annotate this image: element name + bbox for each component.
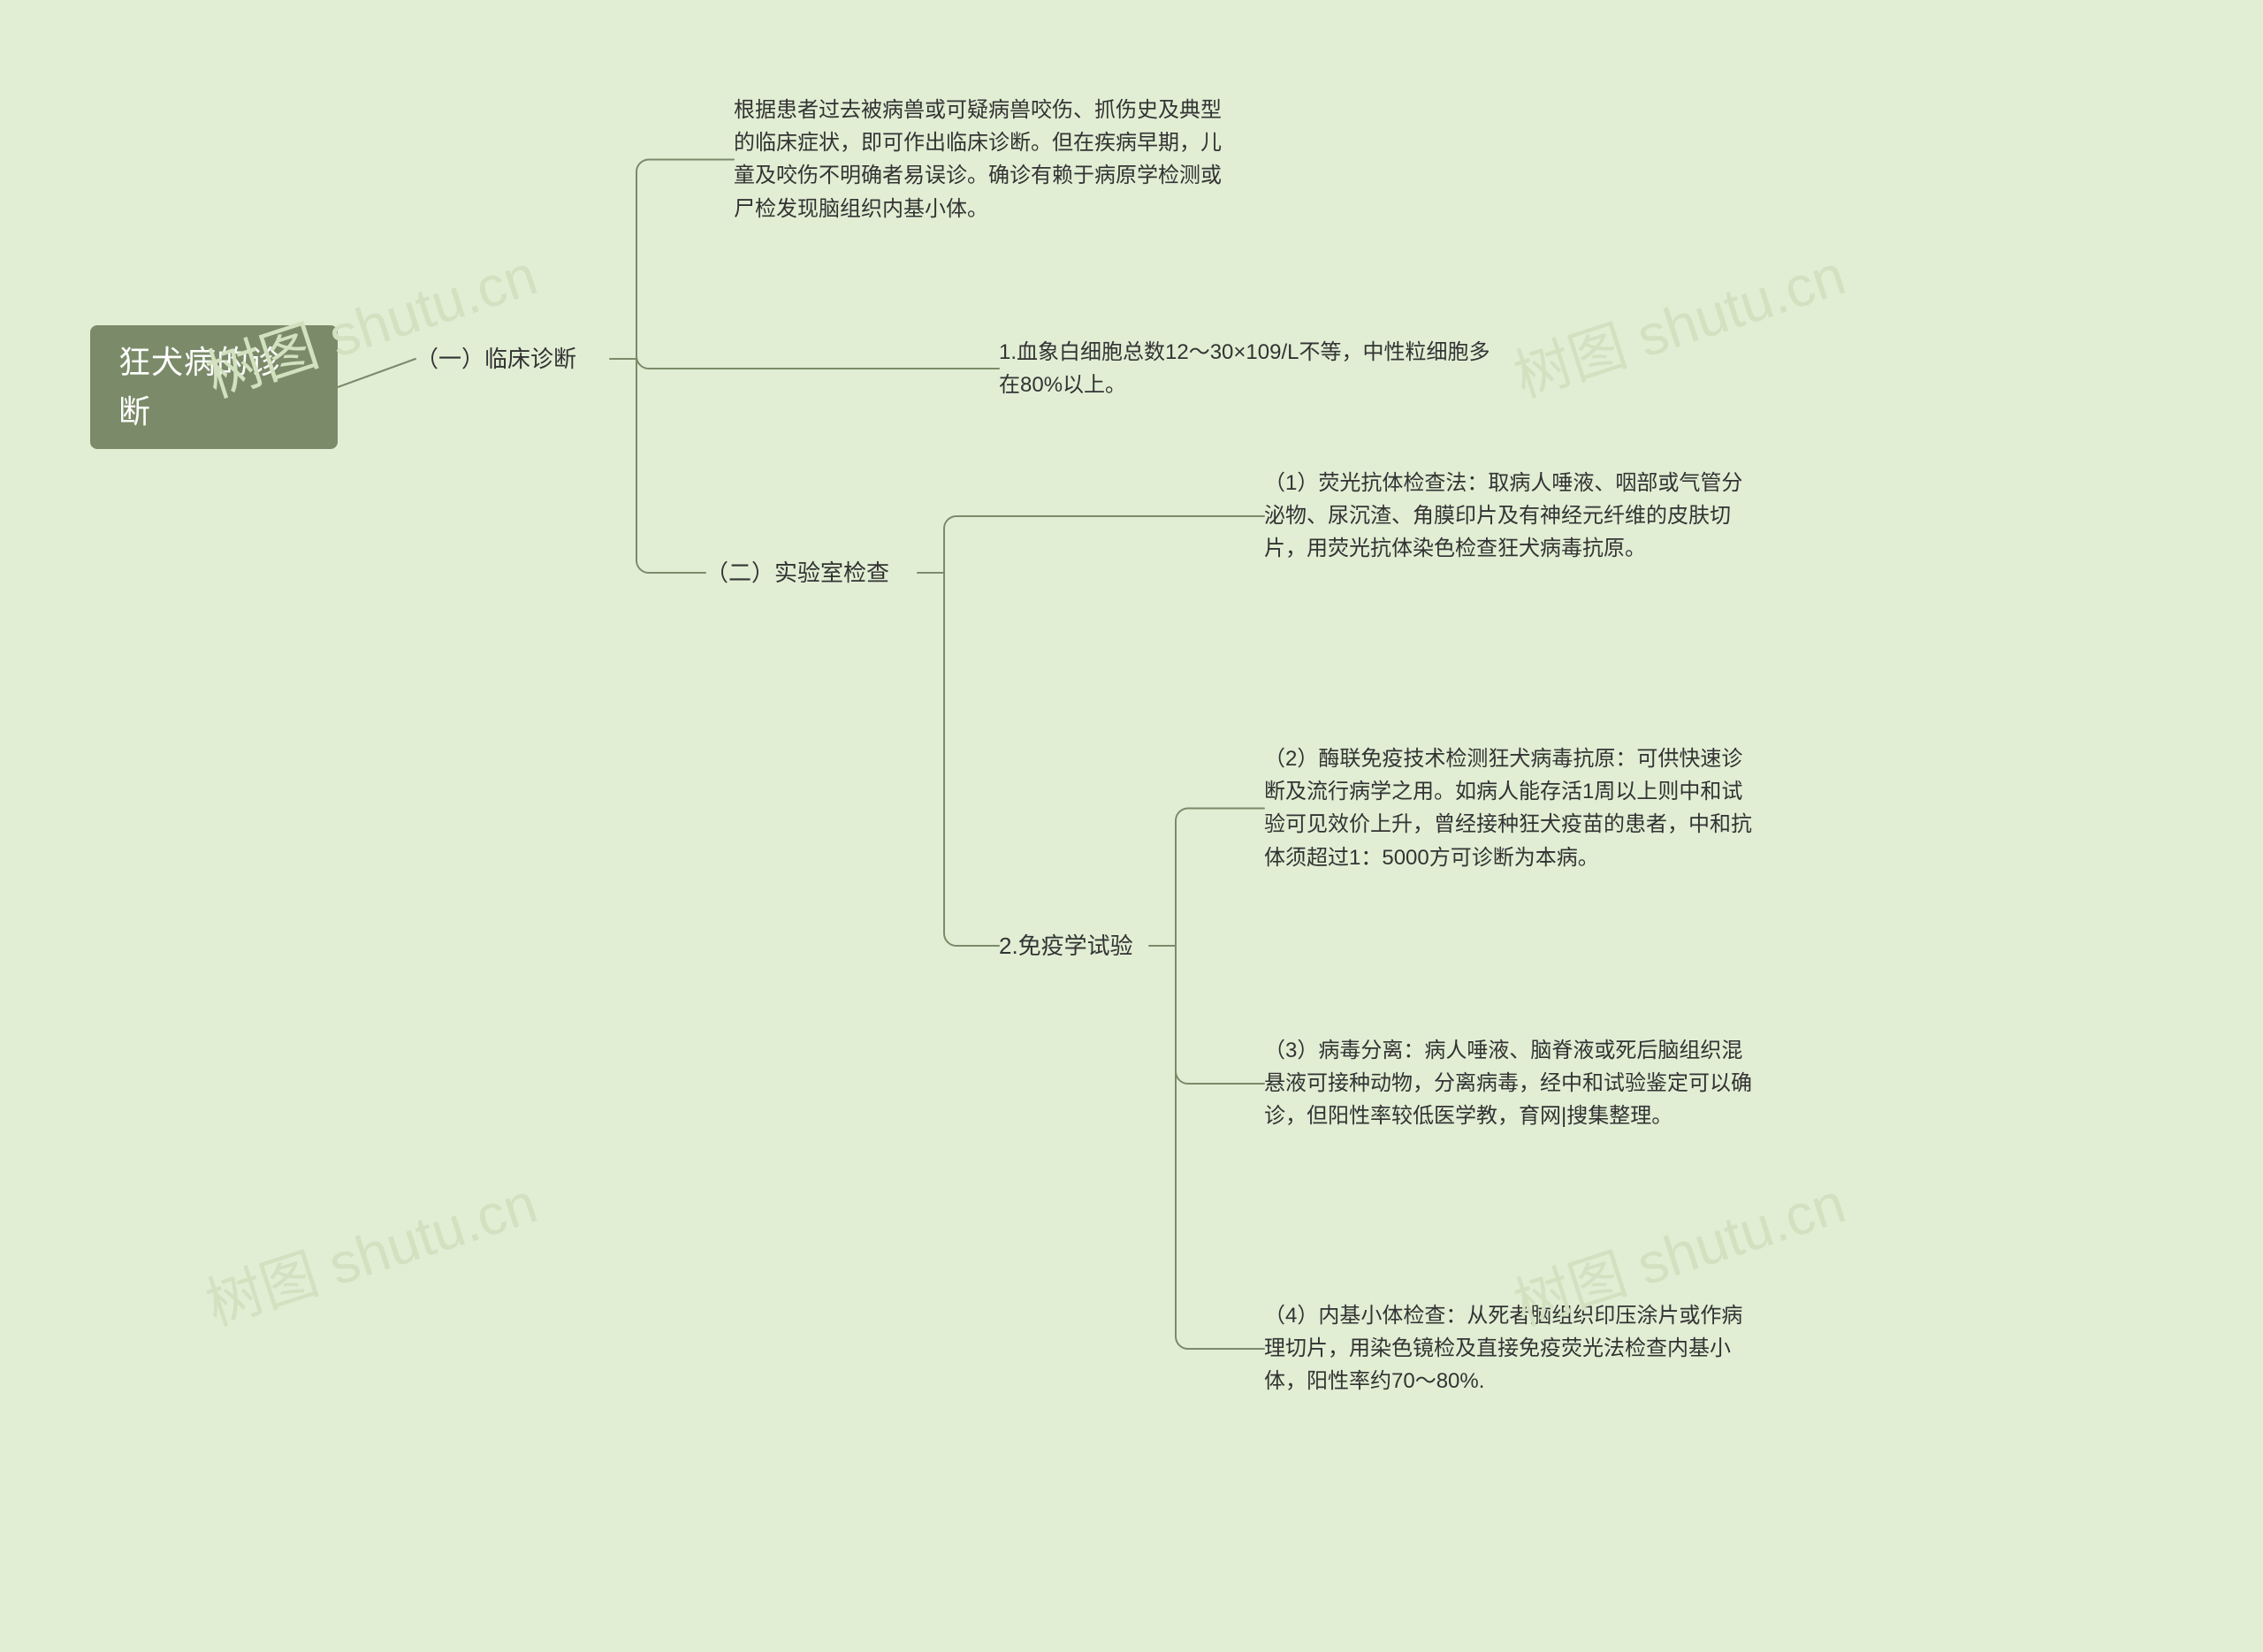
connector-layer	[0, 0, 2263, 1652]
leaf-text: （1）荧光抗体检查法：取病人唾液、咽部或气管分泌物、尿沉渣、角膜印片及有神经元纤…	[1264, 471, 1742, 560]
watermark: 树图 shutu.cn	[1503, 230, 1854, 413]
branch-lab-exam: （二）实验室检查	[705, 555, 918, 590]
leaf-negri-body: （4）内基小体检查：从死者脑组织印压涂片或作病理切片，用染色镜检及直接免疫荧光法…	[1264, 1299, 1759, 1398]
leaf-text: 1.血象白细胞总数12～30×109/L不等，中性粒细胞多在80%以上。	[999, 340, 1490, 397]
branch-label: （二）实验室检查	[705, 560, 889, 586]
branch-clinical-diagnosis: （一）临床诊断	[415, 341, 610, 377]
leaf-text: （3）病毒分离：病人唾液、脑脊液或死后脑组织混悬液可接种动物，分离病毒，经中和试…	[1264, 1039, 1752, 1128]
watermark: 树图 shutu.cn	[194, 1158, 545, 1341]
leaf-virus-isolation: （3）病毒分离：病人唾液、脑脊液或死后脑组织混悬液可接种动物，分离病毒，经中和试…	[1264, 1034, 1759, 1133]
branch-label: （一）临床诊断	[415, 346, 576, 372]
leaf-elisa: （2）酶联免疫技术检测狂犬病毒抗原：可供快速诊断及流行病学之用。如病人能存活1周…	[1264, 742, 1759, 874]
leaf-text: （4）内基小体检查：从死者脑组织印压涂片或作病理切片，用染色镜检及直接免疫荧光法…	[1264, 1304, 1742, 1393]
leaf-blood-count: 1.血象白细胞总数12～30×109/L不等，中性粒细胞多在80%以上。	[999, 336, 1494, 401]
leaf-text: 根据患者过去被病兽或可疑病兽咬伤、抓伤史及典型的临床症状，即可作出临床诊断。但在…	[734, 98, 1222, 221]
branch-immunology-test: 2.免疫学试验	[999, 928, 1149, 963]
leaf-intro: 根据患者过去被病兽或可疑病兽咬伤、抓伤史及典型的临床症状，即可作出临床诊断。但在…	[734, 94, 1229, 225]
branch-label: 2.免疫学试验	[999, 933, 1133, 959]
root-label: 狂犬病的诊断	[118, 344, 282, 430]
root-node: 狂犬病的诊断	[90, 325, 338, 449]
leaf-fluorescent-antibody: （1）荧光抗体检查法：取病人唾液、咽部或气管分泌物、尿沉渣、角膜印片及有神经元纤…	[1264, 467, 1759, 566]
leaf-text: （2）酶联免疫技术检测狂犬病毒抗原：可供快速诊断及流行病学之用。如病人能存活1周…	[1264, 747, 1752, 870]
